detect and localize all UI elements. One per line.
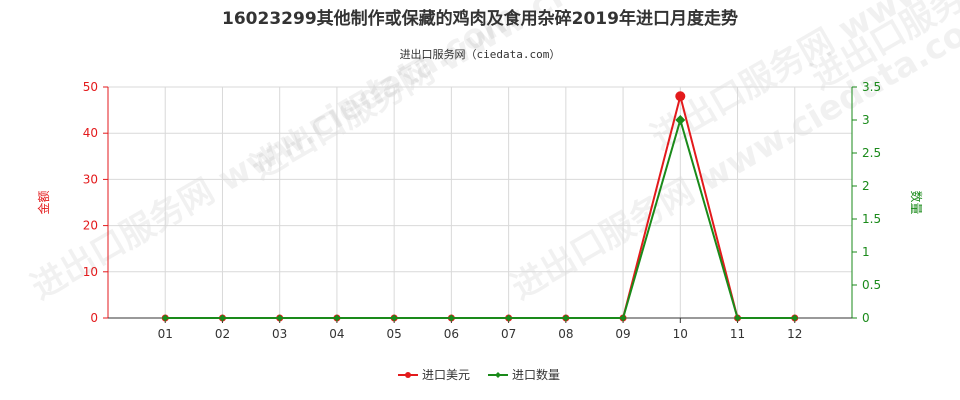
- left-tick-label: 20: [83, 219, 98, 233]
- x-tick-label: 08: [558, 327, 573, 341]
- data-point[interactable]: [734, 314, 742, 322]
- legend-label: 进口美元: [422, 368, 470, 382]
- data-point[interactable]: [505, 314, 513, 322]
- right-tick-label: 0: [862, 311, 870, 325]
- chart-title: 16023299其他制作或保藏的鸡肉及食用杂碎2019年进口月度走势: [222, 8, 738, 29]
- series-2: [161, 115, 799, 322]
- x-tick-label: 11: [730, 327, 745, 341]
- x-tick-label: 10: [673, 327, 688, 341]
- chart-subtitle: 进出口服务网（ciedata.com）: [400, 47, 561, 61]
- x-tick-label: 12: [787, 327, 802, 341]
- data-point[interactable]: [276, 314, 284, 322]
- right-tick-label: 1: [862, 245, 870, 259]
- legend-marker: [405, 372, 411, 378]
- right-axis-title: 数量: [909, 190, 924, 214]
- data-point[interactable]: [675, 91, 686, 102]
- right-tick-label: 3: [862, 113, 870, 127]
- x-tick-label: 09: [615, 327, 630, 341]
- data-point[interactable]: [791, 314, 799, 322]
- left-tick-label: 10: [83, 265, 98, 279]
- left-tick-label: 40: [83, 126, 98, 140]
- left-tick-label: 0: [90, 311, 98, 325]
- legend-label: 进口数量: [512, 367, 560, 382]
- series-line: [165, 116, 795, 319]
- data-point[interactable]: [562, 314, 570, 322]
- left-tick-label: 30: [83, 172, 98, 186]
- x-tick-label: 06: [444, 327, 459, 341]
- left-tick-label: 50: [83, 80, 98, 94]
- legend-item-2[interactable]: 进口数量: [488, 367, 560, 382]
- x-tick-label: 04: [329, 327, 344, 341]
- right-tick-label: 2: [862, 179, 870, 193]
- data-point[interactable]: [447, 314, 455, 322]
- right-tick-label: 2.5: [862, 146, 881, 160]
- x-tick-label: 07: [501, 327, 516, 341]
- data-point[interactable]: [333, 314, 341, 322]
- legend[interactable]: 进口美元 进口数量: [398, 367, 560, 382]
- left-axis-ticks: 0 10 20 30 40 50: [83, 80, 108, 325]
- data-point[interactable]: [619, 314, 627, 322]
- right-tick-label: 1.5: [862, 212, 881, 226]
- legend-item-1[interactable]: 进口美元: [398, 368, 470, 382]
- x-tick-label: 02: [215, 327, 230, 341]
- x-tick-label: 03: [272, 327, 287, 341]
- data-point[interactable]: [161, 314, 169, 322]
- x-axis-ticks: 01 02 03 04 05 06 07 08 09 10 11 12: [158, 318, 802, 341]
- right-tick-label: 0.5: [862, 278, 881, 292]
- series-layer: [161, 91, 799, 322]
- right-axis-ticks: 0 0.5 1 1.5 2 2.5 3 3.5: [852, 80, 881, 325]
- left-axis-title: 金额: [36, 190, 51, 214]
- data-point[interactable]: [390, 314, 398, 322]
- right-tick-label: 3.5: [862, 80, 881, 94]
- data-point[interactable]: [218, 314, 226, 322]
- x-tick-label: 05: [387, 327, 402, 341]
- legend-marker: [495, 372, 501, 378]
- x-tick-label: 01: [158, 327, 173, 341]
- data-point[interactable]: [675, 115, 686, 125]
